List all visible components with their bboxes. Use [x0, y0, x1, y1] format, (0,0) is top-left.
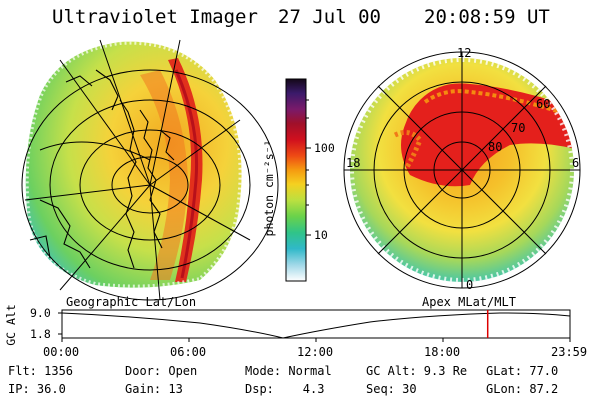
colorbar-tick-100: 100	[314, 141, 335, 155]
mlt-label-18: 18	[346, 156, 361, 170]
gc-alt-info: GC Alt: 9.3 Re	[366, 364, 468, 378]
altitude-plot	[58, 309, 571, 342]
apex-label: Apex MLat/MLT	[422, 295, 516, 309]
geographic-label: Geographic Lat/Lon	[66, 295, 197, 309]
colorbar	[285, 78, 311, 282]
alt-tick-1-8: 1.8	[30, 327, 51, 341]
time-tick-1800: 18:00	[424, 345, 461, 359]
seq-info: Seq: 30	[366, 382, 417, 396]
dsp-info: Dsp: 4.3	[245, 382, 325, 396]
colorbar-tick-10: 10	[314, 228, 328, 242]
mlt-label-0: 0	[466, 278, 474, 292]
flt-info: Flt: 1356	[8, 364, 74, 378]
time-tick-2359: 23:59	[551, 345, 588, 359]
left-image-panel	[21, 39, 279, 301]
instrument-title: Ultraviolet Imager	[52, 6, 258, 28]
time-tick-0600: 06:00	[170, 345, 207, 359]
mlat-label-70: 70	[511, 121, 526, 135]
right-image-panel	[343, 51, 581, 289]
door-info: Door: Open	[125, 364, 198, 378]
mlat-label-60: 60	[536, 97, 551, 111]
alt-tick-9: 9.0	[30, 306, 51, 320]
time-label: 20:08:59 UT	[424, 6, 550, 28]
mlat-label-80: 80	[488, 140, 503, 154]
time-tick-1200: 12:00	[297, 345, 334, 359]
colorbar-unit-label: photon cm⁻²s⁻¹	[262, 139, 276, 237]
glat-info: GLat: 77.0	[486, 364, 559, 378]
time-tick-0000: 00:00	[43, 345, 80, 359]
date-label: 27 Jul 00	[278, 6, 381, 28]
glon-info: GLon: 87.2	[486, 382, 559, 396]
mlt-label-12: 12	[457, 46, 472, 60]
mode-info: Mode: Normal	[245, 364, 332, 378]
gc-alt-axis-label: GC Alt	[4, 304, 18, 346]
mlt-label-6: 6	[572, 156, 580, 170]
ip-info: IP: 36.0	[8, 382, 66, 396]
gain-info: Gain: 13	[125, 382, 183, 396]
